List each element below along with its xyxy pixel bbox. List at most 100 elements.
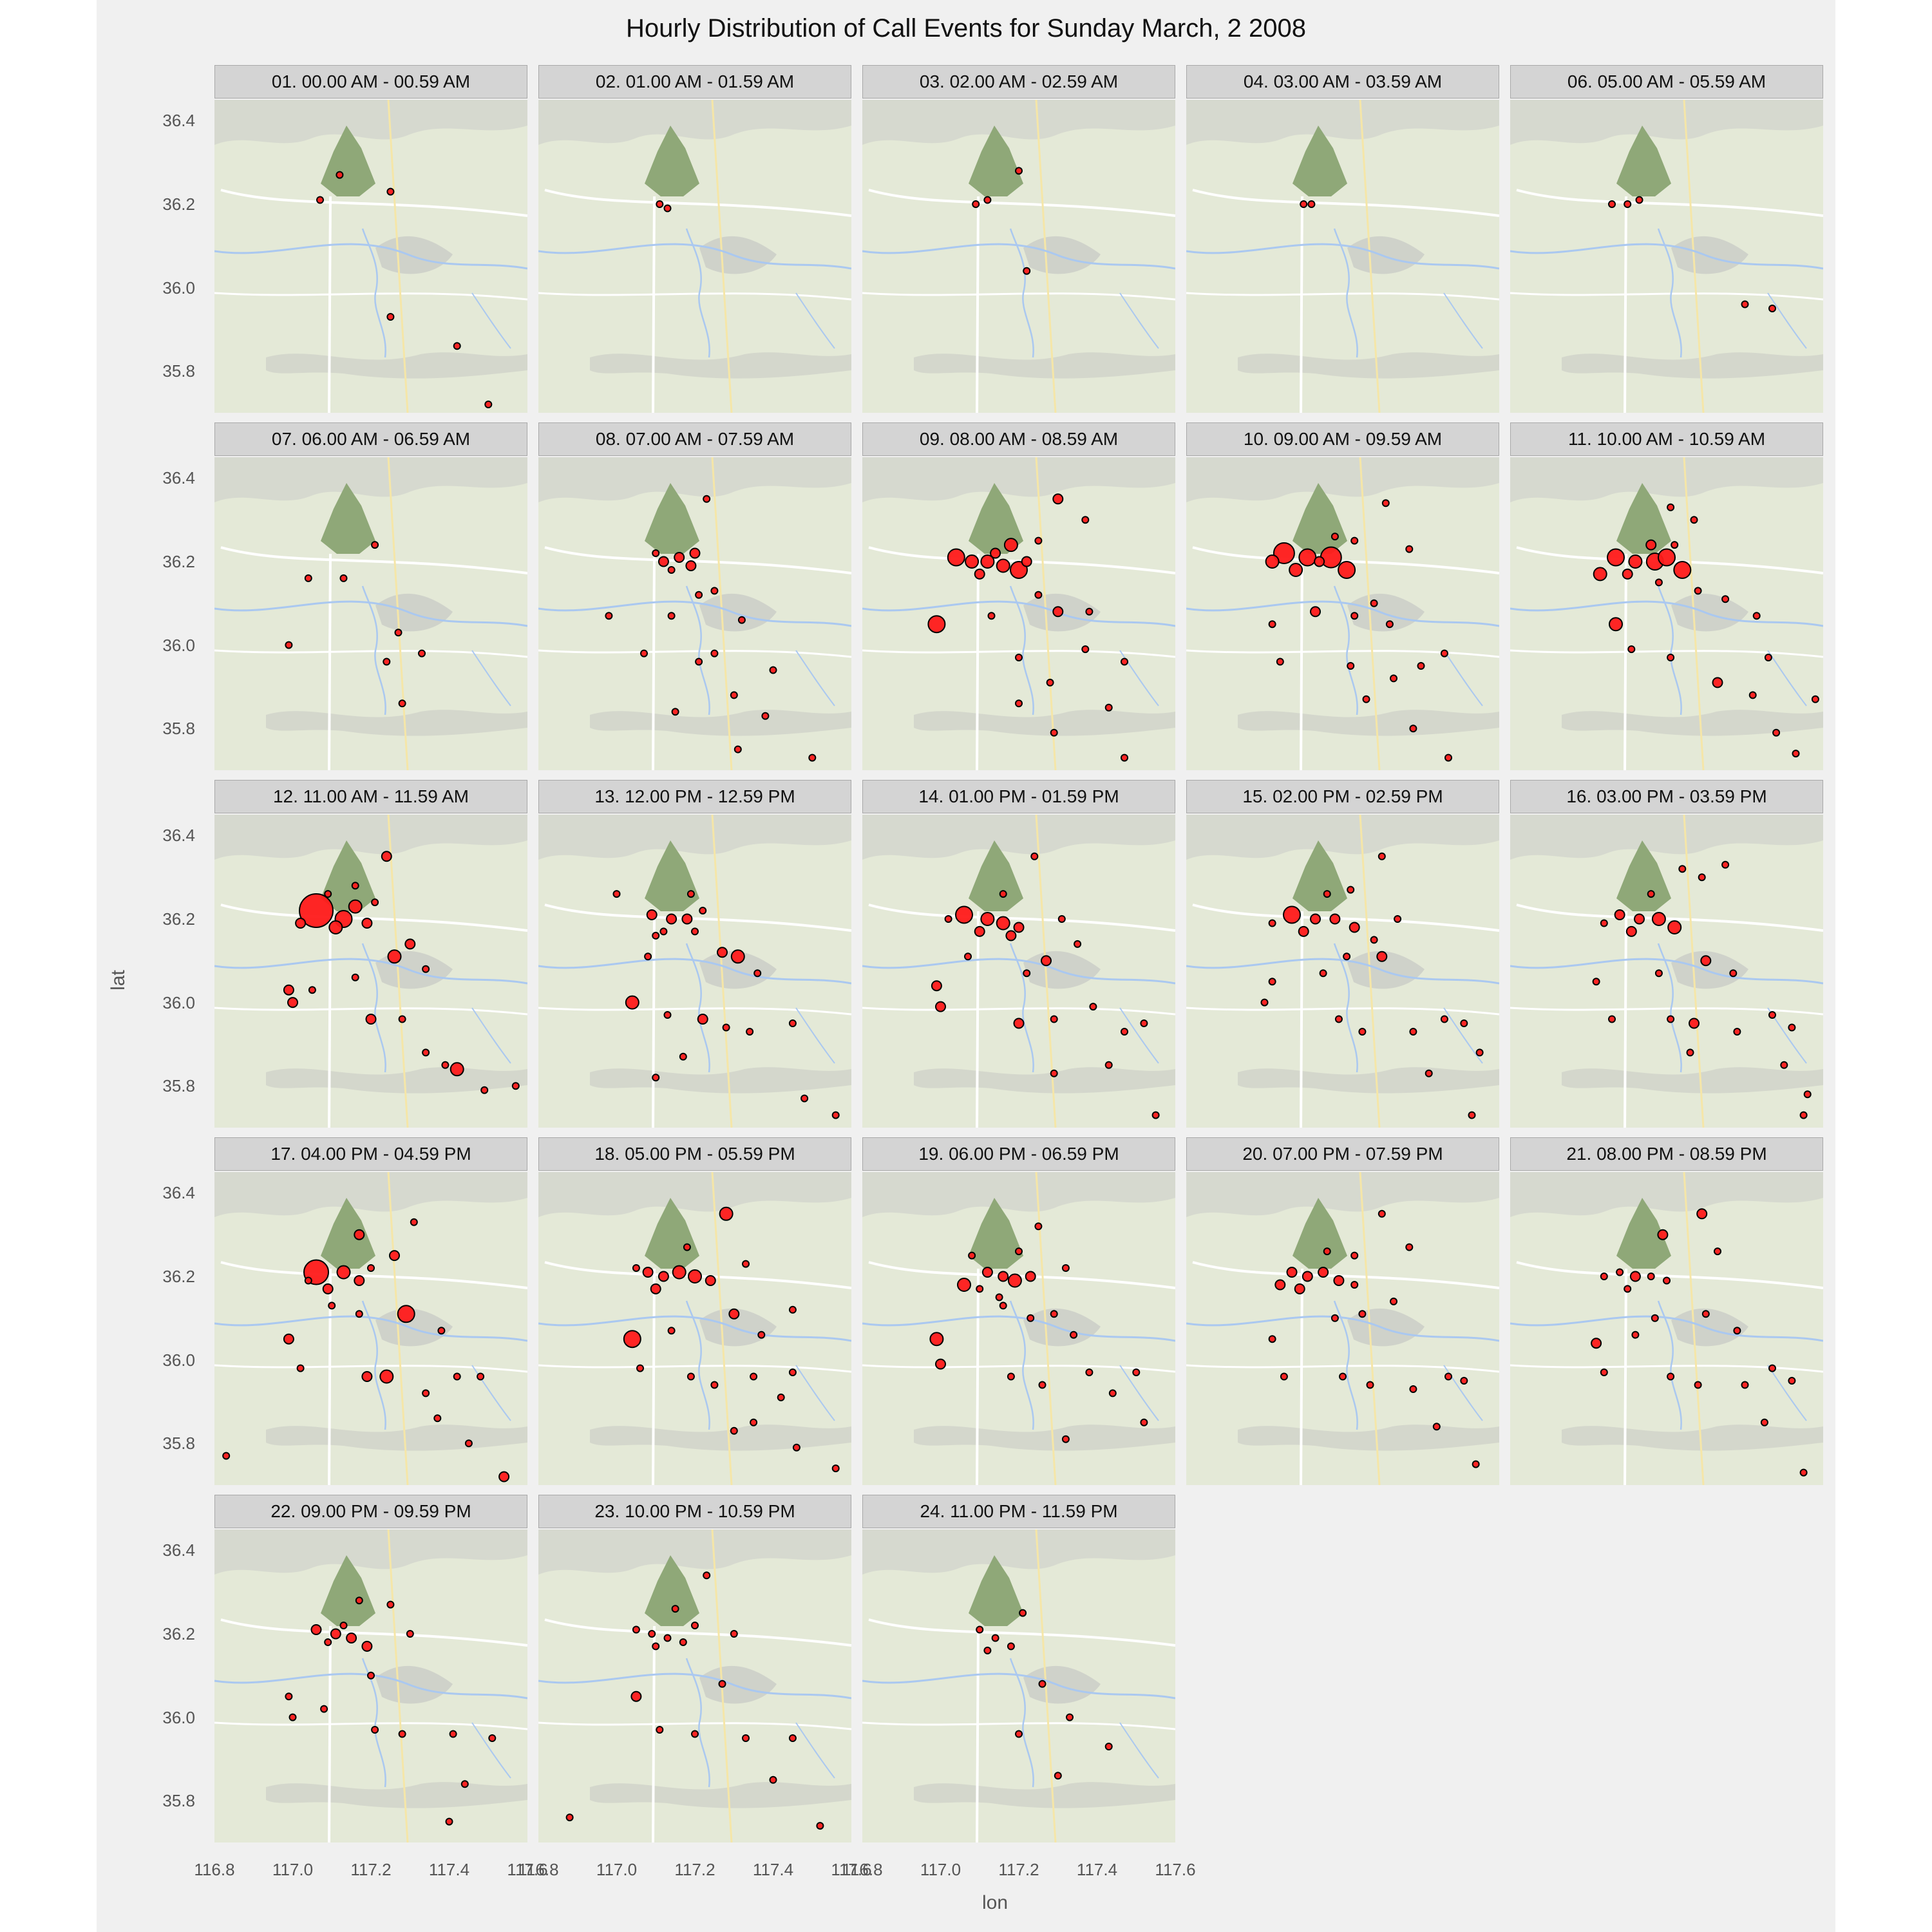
x-tick-label: 116.8 <box>842 1860 883 1879</box>
y-tick-label: 36.4 <box>162 468 195 488</box>
call-event-point <box>1622 568 1633 580</box>
facet-panel: 06. 05.00 AM - 05.59 AM <box>1510 65 1823 413</box>
mountain-area <box>1616 840 1671 911</box>
call-event-point <box>658 556 669 567</box>
call-event-point <box>722 1023 730 1032</box>
map-svg <box>862 457 1175 770</box>
call-event-point <box>705 1275 716 1286</box>
call-event-point <box>437 1327 446 1335</box>
call-event-point <box>398 1730 406 1738</box>
call-event-point <box>324 890 332 898</box>
call-event-point <box>632 1264 640 1272</box>
mountain-area <box>321 126 375 196</box>
call-event-point <box>433 1414 442 1423</box>
call-event-point <box>671 1605 679 1613</box>
y-tick-label: 36.4 <box>162 1183 195 1203</box>
call-event-point <box>1265 554 1280 569</box>
call-event-point <box>788 1019 797 1027</box>
call-event-point <box>422 1389 430 1397</box>
facet-map <box>538 457 851 770</box>
call-event-point <box>477 1372 485 1381</box>
call-event-point <box>659 927 668 936</box>
x-tick-label: 117.0 <box>596 1860 638 1879</box>
mountain-area <box>645 126 699 196</box>
facet-map <box>1186 1172 1499 1485</box>
call-event-point <box>648 1630 656 1638</box>
call-event-point <box>324 1638 332 1646</box>
mountain-area <box>645 1555 699 1626</box>
call-event-point <box>1140 1418 1148 1426</box>
call-event-point <box>689 547 701 559</box>
facet-map <box>1510 457 1823 770</box>
call-event-point <box>1061 1435 1070 1443</box>
basemap <box>214 100 527 413</box>
call-event-point <box>1378 852 1386 860</box>
mountain-area <box>969 483 1023 554</box>
call-event-point <box>742 1734 750 1742</box>
facet-strip-label: 10. 09.00 AM - 09.59 AM <box>1186 422 1499 456</box>
call-event-point <box>808 753 817 762</box>
call-event-point <box>397 1305 415 1323</box>
call-event-point <box>1050 728 1058 737</box>
call-event-point <box>511 1082 520 1090</box>
call-event-point <box>987 612 996 620</box>
call-event-point <box>1748 691 1757 699</box>
facet-strip-label: 22. 09.00 PM - 09.59 PM <box>214 1495 527 1528</box>
call-event-point <box>1350 1251 1359 1260</box>
call-event-point <box>320 1705 328 1713</box>
call-event-point <box>355 1596 363 1605</box>
call-event-point <box>361 1371 373 1382</box>
mountain-area <box>321 1198 375 1269</box>
map-svg <box>1186 100 1499 413</box>
call-event-point <box>1616 1268 1624 1276</box>
call-event-point <box>1318 1267 1329 1278</box>
call-event-point <box>935 1358 946 1370</box>
x-tick-label: 117.6 <box>831 1860 872 1879</box>
call-event-point <box>1283 905 1301 924</box>
call-event-point <box>296 1364 305 1372</box>
call-event-point <box>652 1074 660 1082</box>
call-event-point <box>1733 1028 1741 1036</box>
call-event-point <box>1329 913 1341 925</box>
call-event-point <box>410 1218 418 1226</box>
call-event-point <box>422 1048 430 1057</box>
call-event-point <box>1409 1385 1417 1393</box>
y-tick-label: 35.8 <box>162 719 195 739</box>
call-event-point <box>683 1243 691 1251</box>
facet-panel: 07. 06.00 AM - 06.59 AM <box>214 422 527 770</box>
call-event-point <box>679 1052 687 1061</box>
call-event-point <box>222 1452 231 1460</box>
call-event-point <box>1350 612 1359 620</box>
call-event-point <box>422 965 430 973</box>
call-event-point <box>1409 1028 1417 1036</box>
call-event-point <box>1772 728 1781 737</box>
call-event-point <box>1752 612 1761 620</box>
facet-panel: 03. 02.00 AM - 02.59 AM <box>862 65 1175 413</box>
call-event-point <box>695 591 703 599</box>
call-event-point <box>406 1630 414 1638</box>
call-event-point <box>381 851 392 862</box>
basemap <box>538 100 851 413</box>
call-event-point <box>1370 936 1378 944</box>
call-event-point <box>1015 1730 1023 1738</box>
call-event-point <box>831 1111 840 1119</box>
call-event-point <box>453 342 461 350</box>
mountain-area <box>321 1555 375 1626</box>
call-event-point <box>367 1264 375 1272</box>
call-event-point <box>957 1278 971 1292</box>
map-svg <box>862 100 1175 413</box>
call-event-point <box>1657 1229 1669 1240</box>
call-event-point <box>339 574 348 582</box>
facet-strip-label: 06. 05.00 AM - 05.59 AM <box>1510 65 1823 99</box>
call-event-point <box>656 200 664 208</box>
call-event-point <box>685 560 697 571</box>
call-event-point <box>1741 1381 1749 1389</box>
call-event-point <box>346 1633 357 1643</box>
call-event-point <box>283 1333 294 1345</box>
call-event-point <box>965 554 980 569</box>
call-event-point <box>1070 1331 1078 1339</box>
call-event-point <box>1350 1281 1359 1289</box>
x-tick-label: 117.0 <box>272 1860 314 1879</box>
x-tick-label: 117.6 <box>1155 1860 1196 1879</box>
call-event-point <box>1023 267 1031 275</box>
